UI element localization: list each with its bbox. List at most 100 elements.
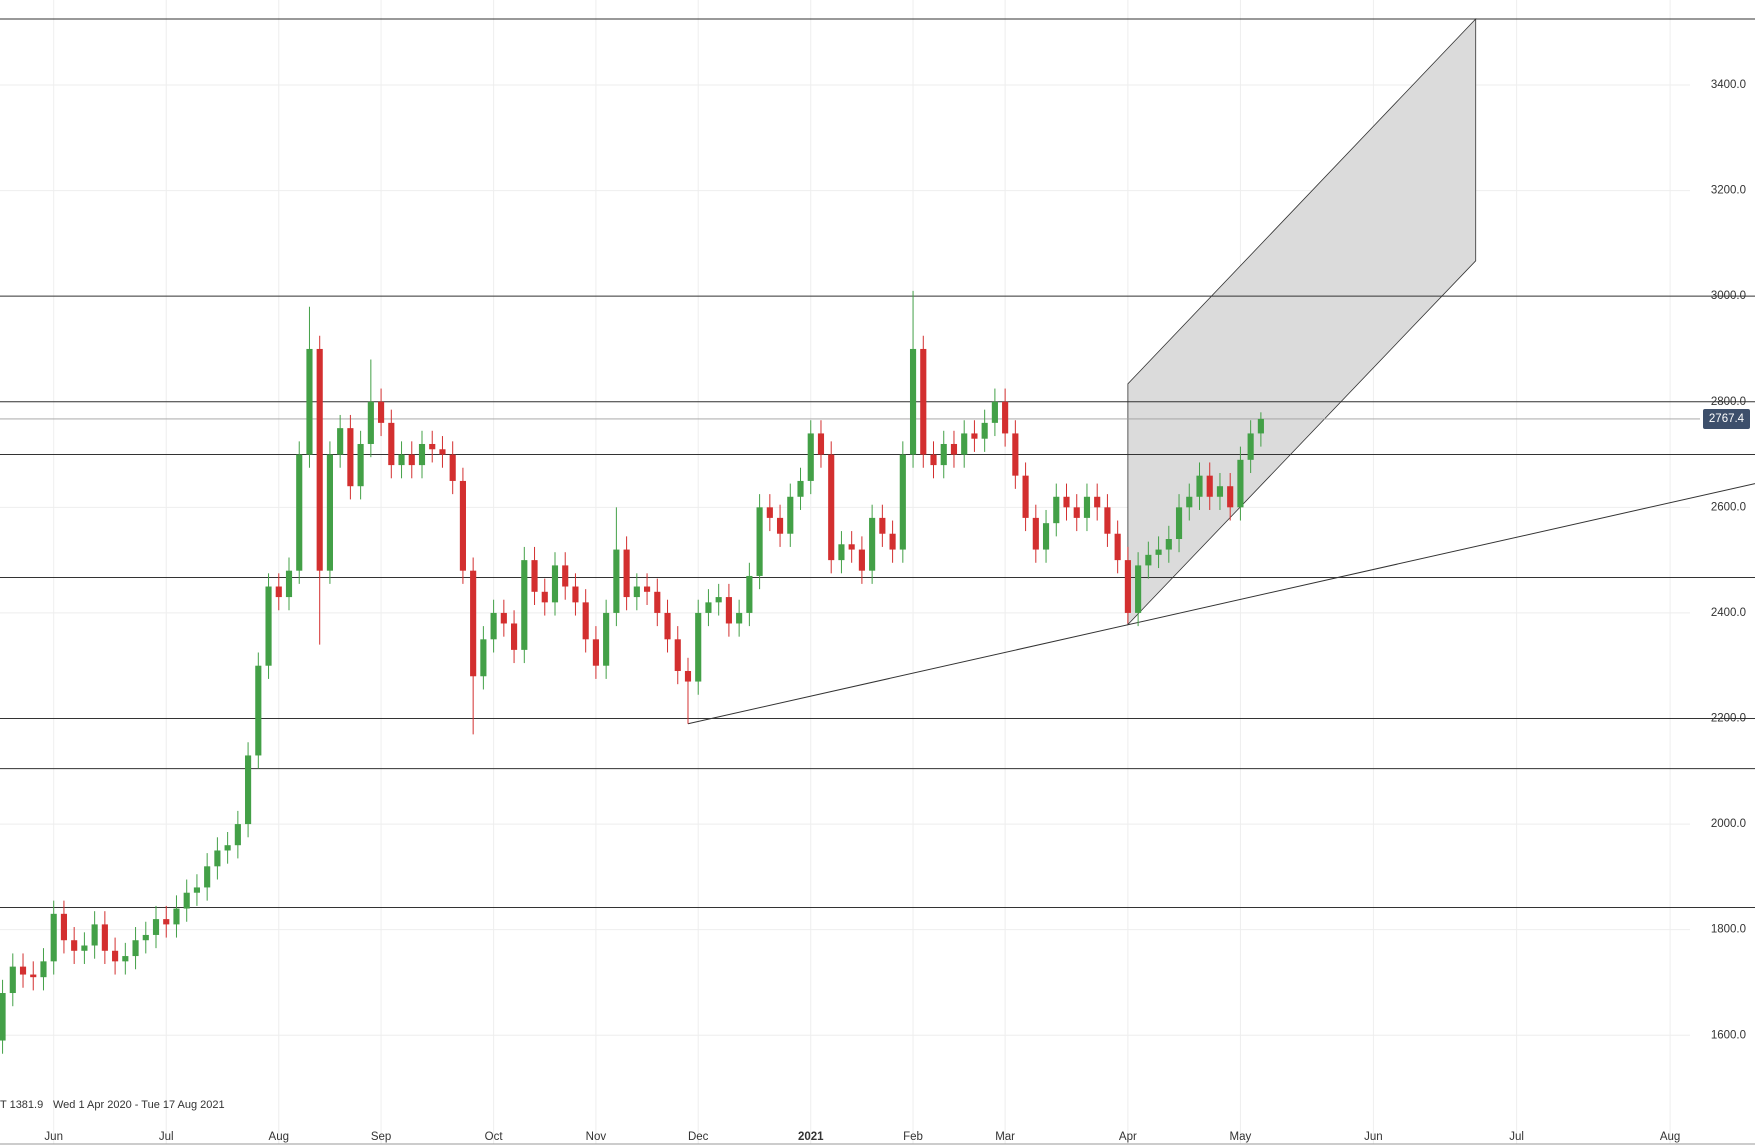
candle-body bbox=[132, 940, 139, 957]
x-tick-label: Aug bbox=[269, 1131, 289, 1143]
candle-body bbox=[879, 517, 886, 534]
candle-body bbox=[654, 591, 661, 613]
candle-body bbox=[572, 586, 579, 603]
candle-body bbox=[592, 639, 599, 666]
last-price-box bbox=[1703, 408, 1750, 429]
candle-body bbox=[173, 908, 180, 925]
candle-body bbox=[869, 517, 876, 571]
candle-body bbox=[1012, 433, 1019, 476]
candle-body bbox=[429, 443, 436, 450]
candle-body bbox=[562, 565, 569, 587]
candle-body bbox=[1022, 475, 1029, 518]
candle-body bbox=[756, 507, 763, 576]
x-tick-label: May bbox=[1230, 1131, 1252, 1143]
candle-body bbox=[1124, 560, 1131, 613]
drawings bbox=[0, 18, 1755, 908]
candle-body bbox=[1063, 496, 1070, 508]
y-tick-label: 3200.0 bbox=[1711, 185, 1746, 197]
candle-body bbox=[1032, 517, 1039, 550]
candle-body bbox=[633, 586, 640, 598]
candle-body bbox=[695, 612, 702, 682]
x-tick-label: Aug bbox=[1660, 1131, 1680, 1143]
channel bbox=[1127, 18, 1477, 626]
candle-body bbox=[664, 612, 671, 640]
candle-body bbox=[1155, 549, 1162, 555]
x-tick-label: Jun bbox=[1364, 1131, 1383, 1143]
candle-body bbox=[101, 924, 108, 951]
candle-body bbox=[950, 443, 958, 455]
candle-body bbox=[971, 433, 978, 439]
candle-body bbox=[776, 517, 784, 534]
candle-body bbox=[326, 454, 333, 571]
candle-body bbox=[122, 956, 129, 962]
y-tick-label: 3400.0 bbox=[1711, 79, 1746, 91]
candle-body bbox=[981, 422, 988, 439]
y-tick-label: 2000.0 bbox=[1711, 818, 1746, 830]
candle-body bbox=[388, 422, 395, 466]
candle-body bbox=[541, 591, 548, 603]
candle-body bbox=[1104, 507, 1111, 534]
x-tick-label: Mar bbox=[995, 1131, 1015, 1143]
candle-body bbox=[357, 443, 364, 487]
candle-body bbox=[378, 401, 385, 423]
candle-body bbox=[265, 586, 272, 666]
candle-body bbox=[347, 428, 354, 487]
candle-body bbox=[725, 597, 732, 624]
x-tick-label: Jul bbox=[159, 1131, 174, 1143]
range-label: Wed 1 Apr 2020 - Tue 17 Aug 2021 bbox=[53, 1099, 225, 1111]
candle-body bbox=[909, 348, 917, 455]
candle-body bbox=[81, 945, 88, 951]
y-tick-label: 2800.0 bbox=[1711, 396, 1746, 408]
candle-body bbox=[112, 950, 119, 962]
candle-body bbox=[1227, 486, 1234, 508]
candle-body bbox=[930, 454, 937, 466]
candle-body bbox=[285, 570, 293, 598]
trendline bbox=[687, 483, 1755, 725]
candle-body bbox=[1073, 507, 1080, 518]
candle-body bbox=[940, 443, 947, 466]
candle-body bbox=[1094, 496, 1101, 508]
x-tick-label: Jul bbox=[1509, 1131, 1524, 1143]
candle-body bbox=[838, 544, 845, 561]
candle-body bbox=[1083, 496, 1091, 518]
candle-body bbox=[1135, 565, 1142, 613]
grid bbox=[0, 0, 1690, 1144]
candle-body bbox=[684, 670, 692, 682]
candle-body bbox=[204, 866, 211, 888]
candle-body bbox=[828, 454, 835, 561]
candle-body bbox=[9, 966, 16, 994]
candle-body bbox=[623, 549, 630, 598]
y-tick-label: 1800.0 bbox=[1711, 924, 1746, 936]
candle-body bbox=[848, 544, 855, 550]
candle-body bbox=[71, 940, 78, 951]
candle-body bbox=[1114, 533, 1121, 561]
candle-body bbox=[582, 602, 589, 640]
x-tick-label: Sep bbox=[371, 1131, 391, 1143]
candle-body bbox=[1216, 486, 1224, 497]
candle-body bbox=[991, 401, 998, 423]
candle-body bbox=[500, 612, 507, 624]
candle-body bbox=[470, 570, 477, 677]
candle-body bbox=[1042, 523, 1050, 550]
candle-body bbox=[193, 887, 201, 893]
candle-body bbox=[183, 892, 190, 909]
x-tick-label: Apr bbox=[1119, 1131, 1137, 1143]
candle-body bbox=[337, 428, 344, 455]
candle-body bbox=[715, 597, 722, 603]
candle-body bbox=[275, 586, 282, 598]
candle-body bbox=[511, 623, 518, 650]
y-tick-label: 2200.0 bbox=[1711, 713, 1746, 725]
candle-body bbox=[746, 575, 753, 613]
candle-body bbox=[1165, 539, 1172, 550]
candle-body bbox=[459, 480, 466, 571]
candle-body bbox=[0, 993, 6, 1041]
candle-body bbox=[224, 845, 231, 851]
candle-body bbox=[480, 639, 487, 677]
y-tick-label: 2400.0 bbox=[1711, 607, 1746, 619]
candle-body bbox=[705, 602, 712, 613]
y-tick-label: 2600.0 bbox=[1711, 501, 1746, 513]
candle-body bbox=[1175, 507, 1183, 540]
candle-body bbox=[91, 924, 98, 946]
x-tick-label: Jun bbox=[44, 1131, 63, 1143]
